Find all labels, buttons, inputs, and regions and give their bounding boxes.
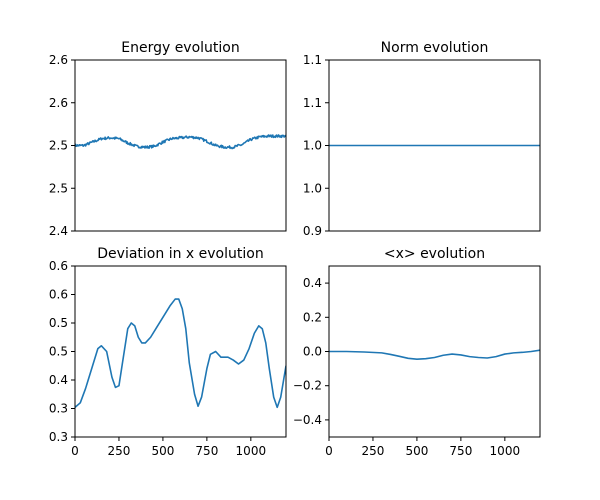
y-tick-label: 2.6 [49,53,68,67]
series-line-deviation-0 [75,298,286,409]
x-tick-label: 250 [108,444,131,458]
y-tick-label: 2.5 [49,181,68,195]
y-tick-label: 0.3 [49,402,68,416]
subplot-title: <x> evolution [384,246,485,262]
y-tick-label: 0.5 [49,316,68,330]
subplot-energy: Energy evolution 2.4 2.5 2.5 2.6 2.6 [49,40,287,238]
y-tick-label: 0.6 [49,259,68,273]
y-tick-label: 0.4 [49,373,68,387]
y-tick-label: 2.6 [49,96,68,110]
y-tick-label: 0.6 [49,288,68,302]
y-tick-label: 2.4 [49,224,68,238]
x-tick-label: 0 [71,444,79,458]
y-tick-label: 0.9 [303,224,322,238]
subplot-title: Deviation in x evolution [97,246,263,262]
y-tick-label: −0.4 [293,413,322,427]
y-tick-label: 1.1 [303,96,322,110]
x-tick-label: 1000 [490,444,521,458]
y-tick-label: 0.0 [303,345,322,359]
subplot-title: Norm evolution [381,40,489,56]
x-tick-label: 250 [362,444,385,458]
subplot-deviation: Deviation in x evolution 0.3 0.3 0.4 0.5 0.5 0… [49,246,287,458]
axes-frame [74,59,287,232]
y-tick-label: 1.1 [303,53,322,67]
x-tick-label: 750 [195,444,218,458]
x-tick-label: 750 [449,444,472,458]
x-tick-label: 500 [405,444,428,458]
y-tick-label: 2.5 [49,139,68,153]
y-tick-label: 0.2 [303,310,322,324]
y-tick-label: 1.0 [303,139,322,153]
y-tick-label: 0.5 [49,345,68,359]
y-tick-label: 0.3 [49,430,68,444]
y-tick-label: −0.2 [293,379,322,393]
subplot-title: Energy evolution [121,40,240,56]
x-tick-label: 500 [151,444,174,458]
subplot-xmean: <x> evolution −0.4 −0.2 0.0 0.2 0.4 0 250 500 750… [293,246,541,458]
subplot-norm: Norm evolution 0.9 1.0 1.0 1.1 1.1 [303,40,541,238]
series-line-xmean-0 [329,349,540,360]
x-tick-label: 1000 [236,444,267,458]
series-line-energy-0 [75,134,286,150]
y-tick-label: 0.4 [303,276,322,290]
x-tick-label: 0 [325,444,333,458]
y-tick-label: 1.0 [303,181,322,195]
